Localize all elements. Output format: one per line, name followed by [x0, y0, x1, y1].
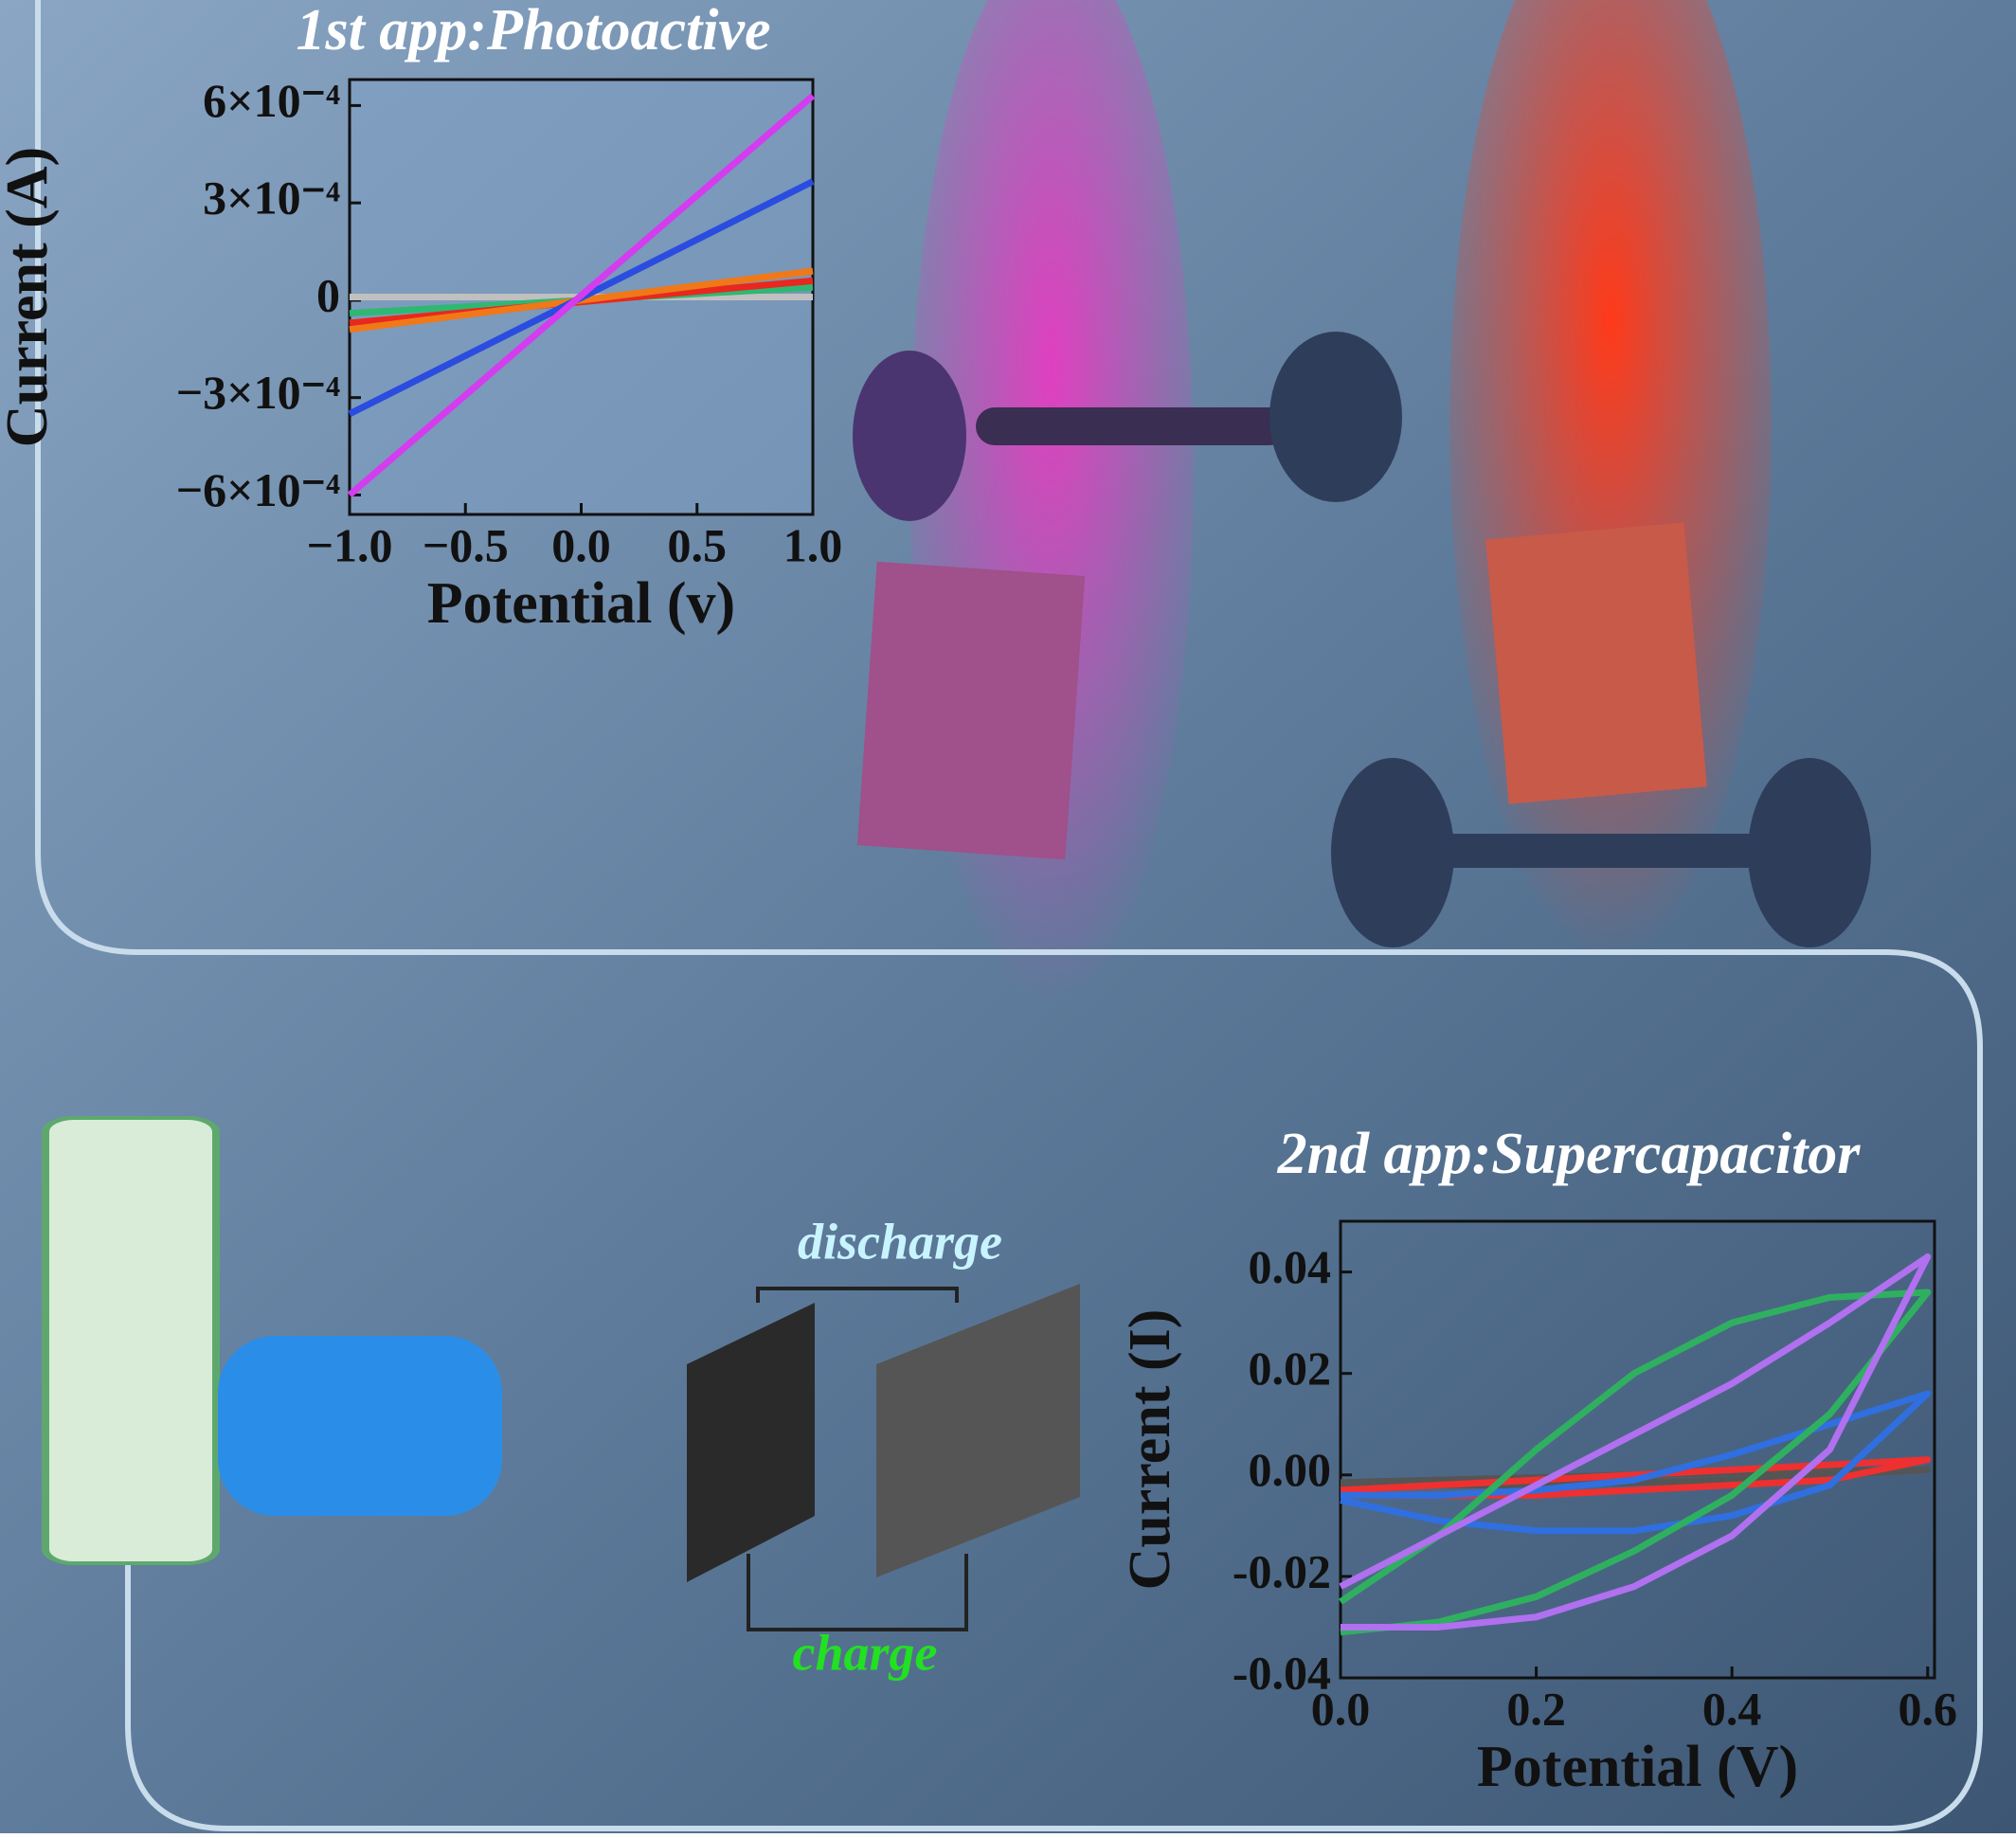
happy-sheet: [856, 561, 1086, 860]
electrode: [876, 1284, 1080, 1577]
y-axis-label: Current (I): [1118, 1309, 1182, 1591]
charge-label: charge: [793, 1624, 938, 1681]
series-line: [1340, 1390, 1932, 1535]
x-tick-label: 0.0: [551, 518, 611, 571]
x-tick-label: −1.0: [307, 518, 393, 571]
x-tick-label: 1.0: [783, 518, 843, 571]
series-line: [1340, 1456, 1932, 1499]
circuit: [747, 1287, 968, 1631]
battery: [42, 1116, 220, 1565]
dumbbell-weight: [1748, 758, 1871, 947]
x-tick-label: −0.5: [423, 518, 509, 571]
y-tick-label: 0: [316, 268, 340, 321]
x-tick-label: 0.5: [668, 518, 728, 571]
chart-title: 2nd app:Supercapacitor: [1277, 1122, 1862, 1186]
x-axis-label: Potential (v): [427, 571, 735, 636]
bottom-panel-border: [125, 949, 1983, 1831]
series-line: [1339, 1252, 1932, 1631]
dumbbell-weight: [1331, 758, 1454, 947]
x-tick-label: 0.0: [1311, 1682, 1371, 1735]
y-tick-label: 3×10⁻⁴: [203, 171, 340, 225]
x-axis-label: Potential (V): [1477, 1735, 1798, 1799]
electrode: [687, 1303, 815, 1582]
y-tick-label: 6×10⁻⁴: [203, 74, 340, 127]
car: [218, 1336, 502, 1516]
chart-title: 1st app:Photoactive: [296, 0, 770, 63]
dumbbell-bar: [976, 407, 1288, 445]
y-tick-label: 0.02: [1249, 1342, 1332, 1395]
y-tick-label: 0.04: [1249, 1240, 1332, 1293]
y-tick-label: -0.04: [1233, 1646, 1331, 1699]
y-axis-label: Current (A): [0, 147, 60, 447]
y-tick-label: 0.00: [1249, 1443, 1332, 1496]
top-panel-border: [35, 0, 1885, 955]
plot-area: [1339, 1219, 1936, 1680]
dumbbell-bar: [1402, 834, 1800, 868]
dumbbell-weight: [853, 351, 966, 521]
series-line: [1339, 1288, 1932, 1636]
x-tick-label: 0.2: [1506, 1682, 1566, 1735]
series-line: [347, 93, 816, 498]
x-tick-label: 0.4: [1702, 1682, 1762, 1735]
discharge-label: discharge: [798, 1213, 1002, 1270]
y-tick-label: -0.02: [1233, 1544, 1331, 1597]
y-tick-label: −3×10⁻⁴: [176, 366, 340, 419]
x-tick-label: 0.6: [1899, 1682, 1958, 1735]
strained-sheet: [1485, 522, 1707, 804]
y-tick-label: −6×10⁻⁴: [176, 463, 340, 516]
dumbbell-weight: [1269, 332, 1402, 502]
